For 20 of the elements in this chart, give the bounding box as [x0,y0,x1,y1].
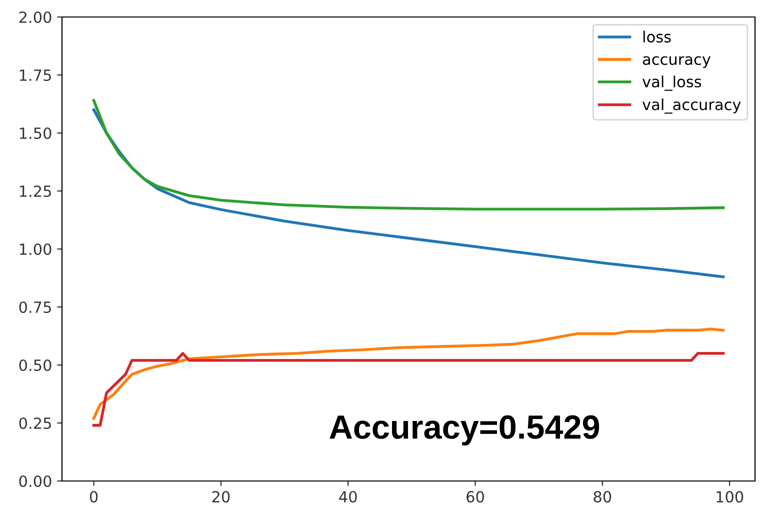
y-tick-label: 1.00 [20,243,52,256]
y-tick-label: 1.25 [20,185,51,198]
annotation: Accuracy=0.5429 [330,415,600,446]
x-tick-label: 20 [212,490,230,503]
legend-label: accuracy [642,56,711,68]
y-tick-label: 1.75 [20,70,51,82]
y-tick-label: 0.75 [19,301,51,314]
legend-label: val_loss [642,76,702,91]
legend-label: loss [643,30,671,43]
x-tick-label: 80 [594,490,612,503]
y-tick-label: 1.50 [20,127,52,140]
x-tick-label: 40 [339,490,357,503]
legend-label: val_accuracy [642,98,741,114]
x-tick-label: 60 [466,490,484,503]
x-tick-label: 0 [90,490,98,503]
y-tick-label: 0.25 [19,417,51,430]
y-tick-label: 2.00 [19,11,52,24]
y-tick-label: 0.50 [19,359,52,372]
y-tick-label: 0.00 [19,475,52,488]
x-tick-label: 100 [716,490,744,503]
